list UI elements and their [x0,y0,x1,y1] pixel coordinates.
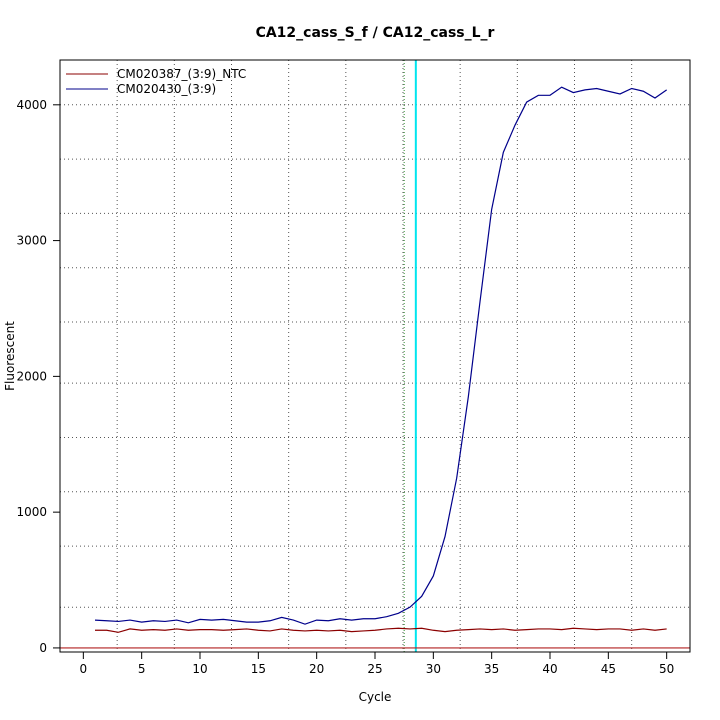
x-tick-label: 35 [484,662,499,676]
series-line-1 [94,86,668,625]
y-tick-label: 0 [39,641,47,655]
plot-frame [59,59,691,653]
y-tick-label: 4000 [16,98,47,112]
reference-lines [60,60,690,652]
y-tick-label: 1000 [16,505,47,519]
x-tick-label: 20 [309,662,324,676]
x-tick-label: 0 [80,662,88,676]
x-tick-label: 15 [251,662,266,676]
legend-label-sample: CM020430_(3:9) [117,82,216,96]
grid-lines [60,60,690,652]
x-tick-label: 5 [138,662,146,676]
series-lines [94,86,668,633]
x-axis-label: Cycle [359,690,392,704]
legend-label-ntc: CM020387_(3:9)_NTC [117,67,246,81]
y-tick-label: 2000 [16,369,47,383]
x-axis: 0 5 10 15 20 25 30 35 40 45 50 [80,652,674,676]
legend: CM020387_(3:9)_NTC CM020430_(3:9) [66,67,246,96]
x-tick-label: 45 [601,662,616,676]
x-tick-label: 40 [542,662,557,676]
y-axis-label: Fluorescent [3,321,17,391]
chart-title: CA12_cass_S_f / CA12_cass_L_r [256,25,495,41]
series-line-0 [95,627,667,633]
y-axis: 0 1000 2000 3000 4000 [16,98,60,655]
x-tick-label: 50 [659,662,674,676]
x-tick-label: 25 [367,662,382,676]
x-tick-label: 10 [192,662,207,676]
y-tick-label: 3000 [16,234,47,248]
x-tick-label: 30 [426,662,441,676]
